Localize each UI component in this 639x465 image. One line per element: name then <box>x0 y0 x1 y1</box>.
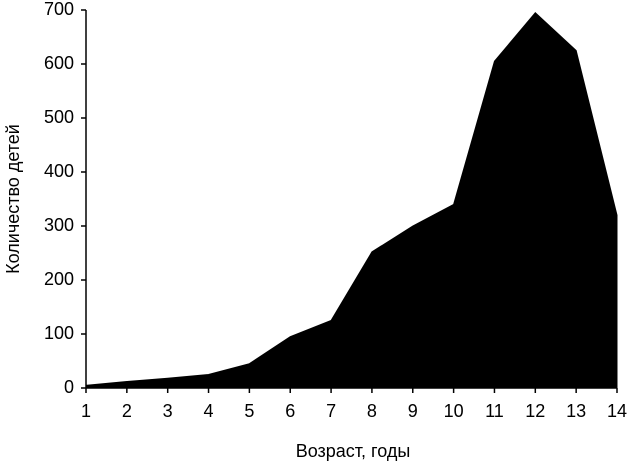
y-tick-label: 600 <box>44 53 74 73</box>
x-tick-label: 4 <box>204 401 214 421</box>
x-tick-label: 9 <box>408 401 418 421</box>
area <box>85 11 618 389</box>
x-tick-label: 11 <box>485 401 504 421</box>
y-tick-label: 500 <box>44 107 74 127</box>
x-axis-title: Возраст, годы <box>296 441 411 461</box>
x-tick-label: 13 <box>566 401 586 421</box>
x-tick-label: 10 <box>444 401 464 421</box>
y-tick-label: 0 <box>64 377 74 397</box>
y-tick-label: 300 <box>44 215 74 235</box>
x-tick-label: 1 <box>81 401 91 421</box>
x-tick-label: 8 <box>367 401 377 421</box>
x-tick-label: 14 <box>607 401 627 421</box>
y-tick-label: 100 <box>44 323 74 343</box>
x-tick-label: 7 <box>326 401 336 421</box>
x-tick-label: 5 <box>244 401 254 421</box>
x-tick-label: 3 <box>163 401 173 421</box>
y-tick-label: 400 <box>44 161 74 181</box>
y-tick-label: 200 <box>44 269 74 289</box>
y-axis-title: Количество детей <box>3 124 23 274</box>
y-tick-label: 700 <box>44 0 74 19</box>
x-tick-label: 2 <box>122 401 132 421</box>
x-tick-label: 6 <box>285 401 295 421</box>
x-tick-label: 12 <box>525 401 545 421</box>
